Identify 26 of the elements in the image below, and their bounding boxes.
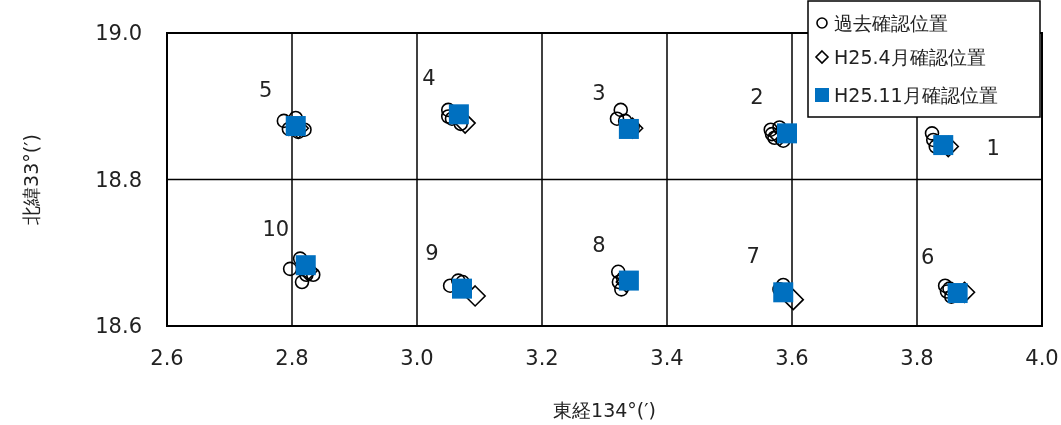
- annotation: 8: [592, 232, 606, 257]
- x-tick-label: 2.8: [275, 346, 309, 370]
- y-tick-label: 18.8: [95, 167, 142, 192]
- legend-label: H25.11月確認位置: [834, 84, 998, 106]
- legend-label: H25.4月確認位置: [834, 46, 986, 68]
- annotation: 3: [592, 80, 606, 105]
- x-tick-label: 3.4: [650, 346, 684, 370]
- x-tick-label: 3.6: [775, 346, 809, 370]
- x-tick-label: 3.0: [400, 346, 434, 370]
- x-tick-label: 3.8: [900, 346, 934, 370]
- x-tick-label: 4.0: [1025, 346, 1059, 370]
- annotation: 10: [262, 217, 290, 242]
- y-axis-title: 北緯33°(′): [20, 134, 42, 225]
- annotation: 2: [750, 85, 764, 110]
- legend-label: 過去確認位置: [834, 12, 948, 34]
- annotation: 1: [986, 136, 1000, 161]
- x-tick-label: 3.2: [525, 346, 559, 370]
- x-tick-label: 2.6: [150, 346, 184, 370]
- annotation: 6: [920, 245, 935, 270]
- annotation: 5: [259, 78, 273, 103]
- annotation: 4: [422, 66, 436, 91]
- x-axis-title: 東経134°(′): [553, 399, 656, 421]
- annotation: 9: [425, 240, 439, 265]
- y-tick-label: 18.6: [95, 314, 142, 338]
- y-tick-label: 19.0: [95, 21, 142, 45]
- annotation: 7: [746, 244, 760, 269]
